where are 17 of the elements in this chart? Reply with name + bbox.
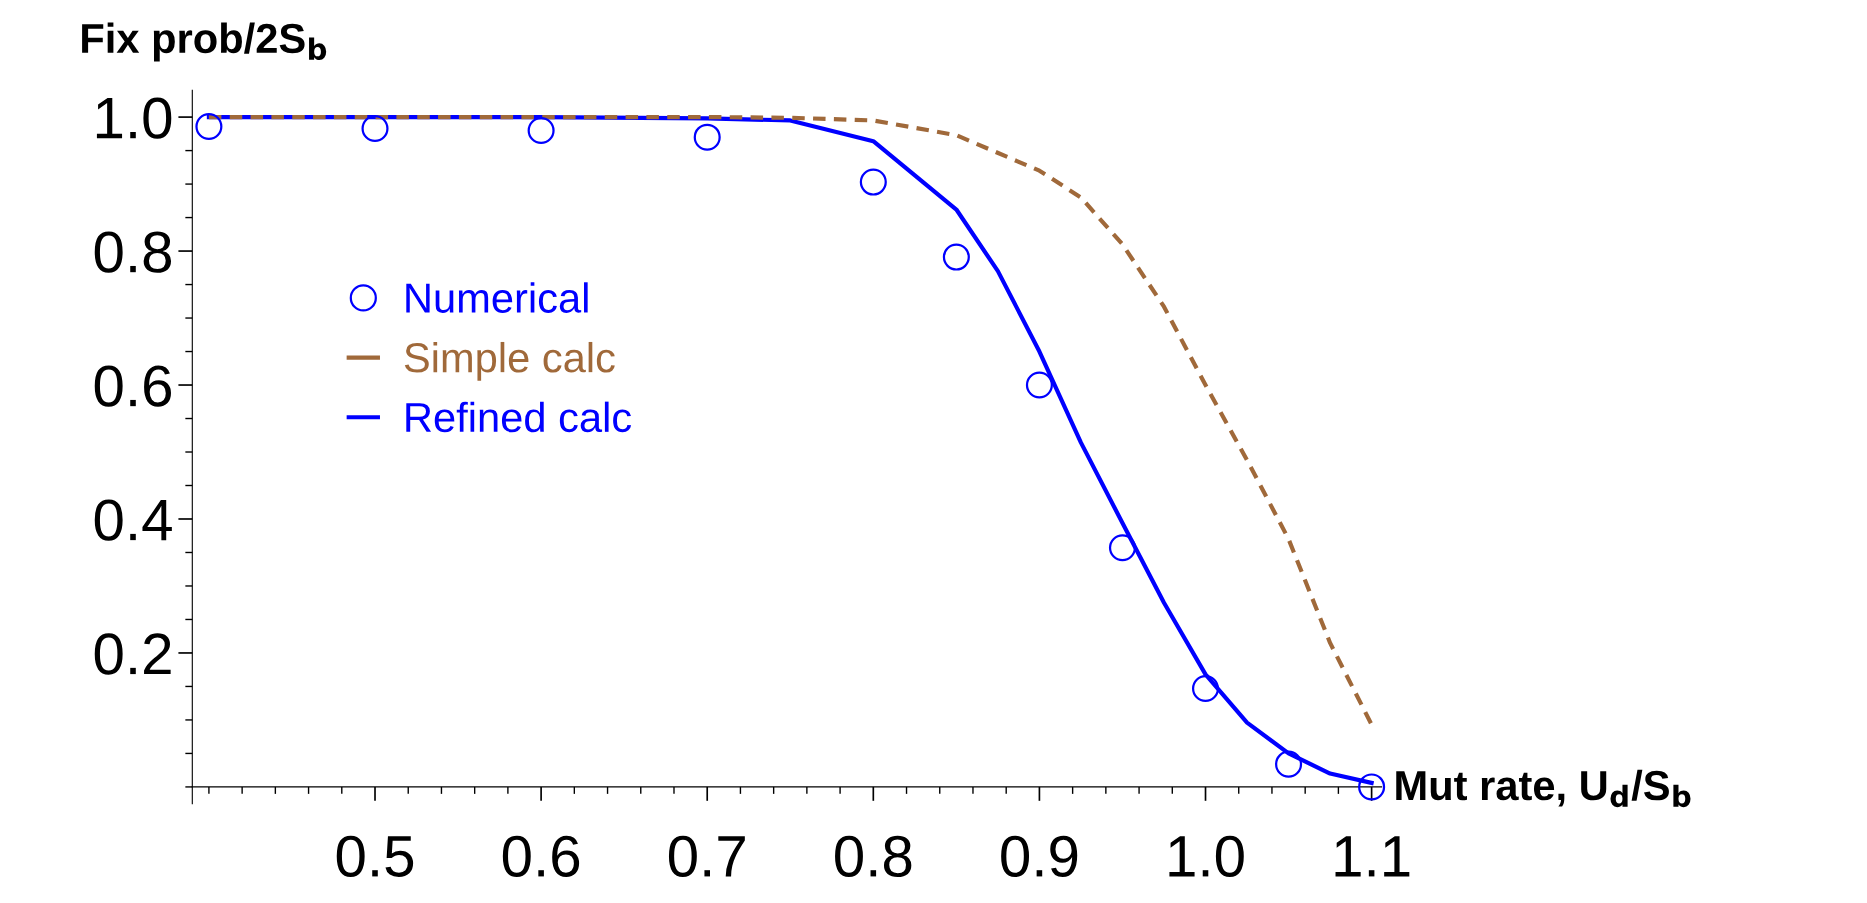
- y-tick-label: 0.2: [94, 633, 171, 675]
- legend-label: Simple calc: [404, 341, 615, 381]
- legend-label: Numerical: [406, 282, 588, 313]
- x-tick-label: 0.9: [1001, 835, 1078, 877]
- y-tick-label: 0.6: [94, 365, 171, 407]
- legend-label: Refined calc: [406, 401, 632, 433]
- x-tick-label: 1.0: [1169, 835, 1244, 877]
- y-tick-label: 0.4: [94, 499, 172, 541]
- x-tick-label: 1.1: [1335, 836, 1410, 877]
- x-tick-label: 0.8: [835, 835, 912, 877]
- y-tick-label: 0.8: [94, 231, 172, 273]
- x-axis-title: Mut rate, U$_{d}$/S$_{b}$: [1396, 769, 1691, 808]
- x-tick-label: 0.5: [336, 835, 414, 877]
- x-tick-label: 0.7: [668, 835, 745, 877]
- x-tick-label: 0.6: [502, 835, 580, 877]
- y-tick-label: 1.0: [96, 97, 172, 139]
- y-axis-title: Fix prob/2S$_{b}$: [82, 22, 327, 62]
